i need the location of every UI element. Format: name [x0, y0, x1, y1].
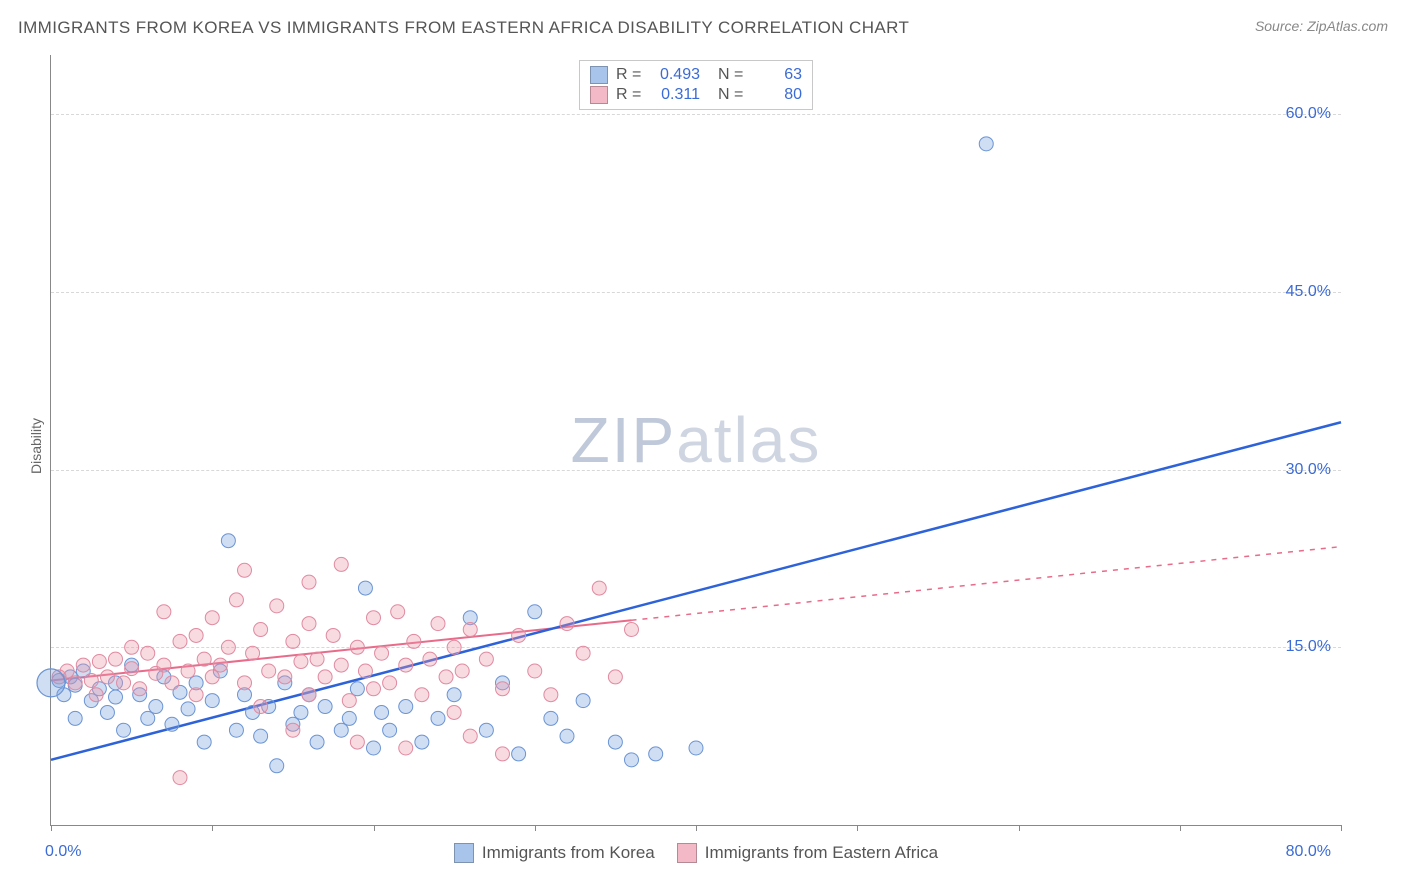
legend-item-eafrica: Immigrants from Eastern Africa	[677, 843, 938, 863]
swatch-eafrica	[590, 86, 608, 104]
r-value-eafrica: 0.311	[652, 86, 700, 104]
stats-legend: R = 0.493 N = 63 R = 0.311 N = 80	[579, 60, 813, 110]
stats-row-korea: R = 0.493 N = 63	[590, 65, 802, 85]
y-axis-label: Disability	[28, 418, 44, 474]
r-label: R =	[616, 86, 644, 104]
scatter-points-layer	[51, 55, 1341, 825]
swatch-korea	[590, 66, 608, 84]
chart-title: IMMIGRANTS FROM KOREA VS IMMIGRANTS FROM…	[18, 18, 909, 38]
r-value-korea: 0.493	[652, 66, 700, 84]
r-label: R =	[616, 66, 644, 84]
legend-swatch-eafrica	[677, 843, 697, 863]
n-value-korea: 63	[754, 66, 802, 84]
n-value-eafrica: 80	[754, 86, 802, 104]
x-tick-label-max: 80.0%	[1286, 843, 1331, 861]
plot-area: ZIPatlas 15.0%30.0%45.0%60.0% R = 0.493 …	[50, 55, 1341, 826]
legend-label-eafrica: Immigrants from Eastern Africa	[705, 843, 938, 863]
x-tick-label-min: 0.0%	[45, 843, 81, 861]
legend-label-korea: Immigrants from Korea	[482, 843, 655, 863]
legend-swatch-korea	[454, 843, 474, 863]
source-attribution: Source: ZipAtlas.com	[1255, 18, 1388, 34]
legend-item-korea: Immigrants from Korea	[454, 843, 655, 863]
stats-row-eafrica: R = 0.311 N = 80	[590, 85, 802, 105]
n-label: N =	[718, 86, 746, 104]
n-label: N =	[718, 66, 746, 84]
series-legend: Immigrants from Korea Immigrants from Ea…	[51, 843, 1341, 863]
